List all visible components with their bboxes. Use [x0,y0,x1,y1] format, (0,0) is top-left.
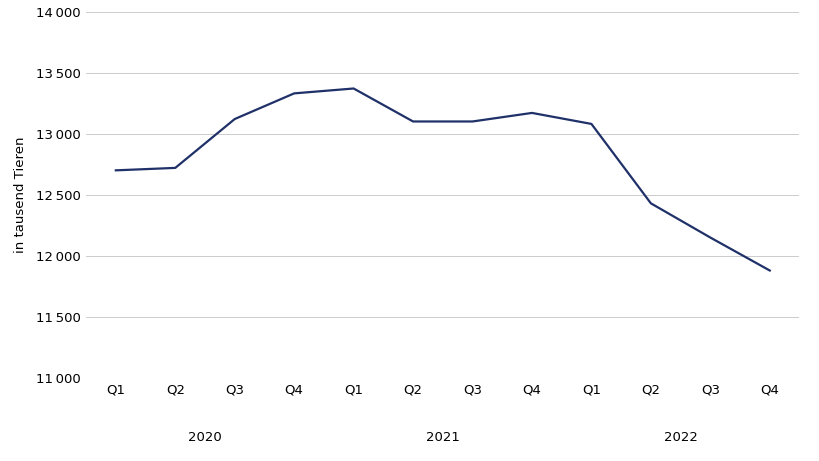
Y-axis label: in tausend Tieren: in tausend Tieren [14,136,27,253]
Text: 2020: 2020 [188,431,222,444]
Text: 2021: 2021 [425,431,459,444]
Text: 2022: 2022 [663,431,697,444]
